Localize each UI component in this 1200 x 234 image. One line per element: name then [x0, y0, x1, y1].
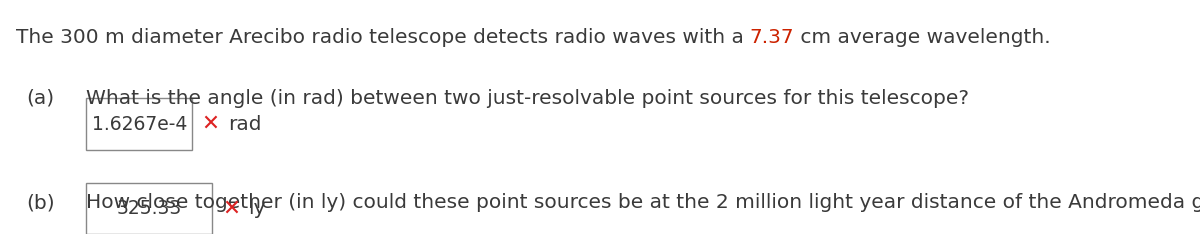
Text: (a): (a)	[26, 89, 54, 108]
Text: rad: rad	[228, 114, 262, 134]
Text: (b): (b)	[26, 193, 55, 212]
Text: ✕: ✕	[202, 114, 220, 134]
Text: 325.33: 325.33	[116, 199, 182, 218]
Text: How close together (in ly) could these point sources be at the 2 million light y: How close together (in ly) could these p…	[86, 193, 1200, 212]
Text: cm average wavelength.: cm average wavelength.	[794, 28, 1051, 47]
Text: What is the angle (in rad) between two just-resolvable point sources for this te: What is the angle (in rad) between two j…	[86, 89, 970, 108]
FancyBboxPatch shape	[86, 98, 192, 150]
Text: ✕: ✕	[222, 198, 240, 218]
Text: 1.6267e-4: 1.6267e-4	[91, 114, 187, 134]
Text: 7.37: 7.37	[750, 28, 794, 47]
Text: The 300 m diameter Arecibo radio telescope detects radio waves with a: The 300 m diameter Arecibo radio telesco…	[16, 28, 750, 47]
Text: ly: ly	[248, 199, 265, 218]
FancyBboxPatch shape	[86, 183, 212, 234]
